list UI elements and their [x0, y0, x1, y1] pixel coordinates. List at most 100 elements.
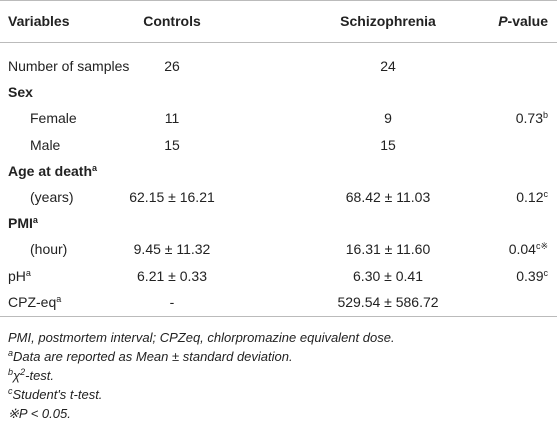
- text: (years): [30, 189, 74, 205]
- text: PMI: [8, 215, 33, 232]
- cell: -: [170, 289, 175, 315]
- sup: a: [8, 348, 14, 358]
- cell: 6.30 ± 0.41: [353, 263, 423, 289]
- cell: 0.12c: [516, 184, 548, 210]
- sup: c: [8, 386, 13, 396]
- text: 0.04: [508, 241, 536, 258]
- sup: c: [543, 267, 549, 278]
- italic: P: [498, 13, 508, 29]
- cell: Sex: [8, 79, 33, 105]
- sup: a: [92, 162, 98, 173]
- text: Male: [30, 136, 61, 153]
- text: Student's t-test.: [12, 387, 103, 402]
- cell: (hour): [30, 236, 67, 262]
- bottom-rule: [0, 316, 557, 317]
- sup2: 2: [20, 367, 26, 377]
- table-row: Number of samples 26 24: [0, 53, 557, 79]
- footnote: bχ2-test.: [8, 366, 395, 385]
- cell: Age at deatha: [8, 158, 97, 184]
- symbol: ※: [8, 406, 19, 421]
- text: 6.21 ± 0.33: [137, 267, 207, 284]
- cell: 26: [164, 53, 180, 79]
- cell: pHa: [8, 263, 31, 289]
- table-row: Age at deatha: [0, 158, 557, 184]
- text: Age at death: [8, 162, 93, 179]
- text: -value: [507, 13, 548, 29]
- table-row: (years) 62.15 ± 16.21 68.42 ± 11.03 0.12c: [0, 184, 557, 210]
- footnotes: PMI, postmortem interval; CPZeq, chlorpr…: [8, 328, 395, 423]
- text: PMI, postmortem interval; CPZeq, chlorpr…: [8, 330, 395, 345]
- sup: b: [8, 367, 14, 377]
- cell: Variables: [8, 8, 70, 34]
- table-row: pHa 6.21 ± 0.33 6.30 ± 0.41 0.39c: [0, 263, 557, 289]
- text: 529.54 ± 586.72: [337, 293, 439, 310]
- cell: Female: [30, 105, 77, 131]
- table-row: (hour) 9.45 ± 11.32 16.31 ± 11.60 0.04c※: [0, 236, 557, 262]
- sup: b: [542, 110, 548, 121]
- text: P < 0.05.: [18, 406, 71, 421]
- text: Controls: [143, 13, 201, 29]
- cell: 0.73b: [516, 105, 548, 131]
- text: 6.30 ± 0.41: [353, 267, 423, 284]
- cell: PMIa: [8, 210, 38, 236]
- text: 26: [164, 58, 180, 74]
- text: pH: [8, 267, 26, 284]
- text: Schizophrenia: [340, 13, 436, 29]
- cell: 68.42 ± 11.03: [346, 184, 431, 210]
- text: (hour): [30, 241, 68, 258]
- cell: P-value: [498, 8, 548, 34]
- cell: (years): [30, 184, 74, 210]
- table-row: CPZ-eqa - 529.54 ± 586.72: [0, 289, 557, 315]
- text: 16.31 ± 11.60: [345, 241, 431, 258]
- cell: 16.31 ± 11.60: [346, 236, 431, 262]
- cell: 6.21 ± 0.33: [137, 263, 207, 289]
- footnote: aData are reported as Mean ± standard de…: [8, 347, 395, 366]
- cell: 15: [164, 132, 180, 158]
- text: Sex: [8, 84, 33, 101]
- text: Number of samples: [8, 58, 130, 74]
- cell: 11: [165, 105, 180, 131]
- header-row: Variables Controls Schizophrenia P-value: [0, 8, 557, 34]
- text: Variables: [8, 13, 70, 29]
- cell: Controls: [143, 8, 201, 34]
- sup: c※: [535, 241, 548, 252]
- table-row: Sex: [0, 79, 557, 105]
- footnote: PMI, postmortem interval; CPZeq, chlorpr…: [8, 328, 395, 347]
- text: 62.15 ± 16.21: [129, 189, 215, 205]
- table-row: Female 11 9 0.73b: [0, 105, 557, 131]
- top-rule: [0, 0, 557, 1]
- text: 68.42 ± 11.03: [345, 189, 431, 205]
- cell: 529.54 ± 586.72: [337, 289, 438, 315]
- cell: 0.04c※: [509, 236, 548, 262]
- cell: 9.45 ± 11.32: [134, 236, 211, 262]
- cell: 0.39c: [516, 263, 548, 289]
- text: 11: [164, 110, 180, 127]
- text: 0.39: [516, 267, 544, 284]
- text: 0.73: [515, 110, 543, 127]
- text: 15: [380, 136, 396, 153]
- text: 0.12: [516, 189, 544, 205]
- sup: a: [25, 267, 31, 278]
- text: Data are reported as Mean ± standard dev…: [13, 349, 293, 364]
- footnote: ※P < 0.05.: [8, 404, 395, 423]
- table-row: PMIa: [0, 210, 557, 236]
- text: -: [169, 293, 175, 310]
- text: 9.45 ± 11.32: [133, 241, 211, 258]
- cell: Number of samples: [8, 53, 129, 79]
- text2: -test.: [25, 368, 55, 383]
- text: 24: [380, 58, 396, 74]
- footnote: cStudent's t-test.: [8, 385, 395, 404]
- cell: CPZ-eqa: [8, 289, 61, 315]
- text: 15: [164, 136, 180, 153]
- cell: 24: [380, 53, 396, 79]
- cell: 62.15 ± 16.21: [129, 184, 215, 210]
- table-row: Male 15 15: [0, 132, 557, 158]
- sup: a: [56, 293, 62, 304]
- cell: 15: [380, 132, 396, 158]
- sup: c: [543, 189, 549, 199]
- sup: a: [32, 215, 38, 226]
- text: χ: [13, 368, 21, 383]
- cell: Male: [30, 132, 60, 158]
- header-rule: [0, 42, 557, 43]
